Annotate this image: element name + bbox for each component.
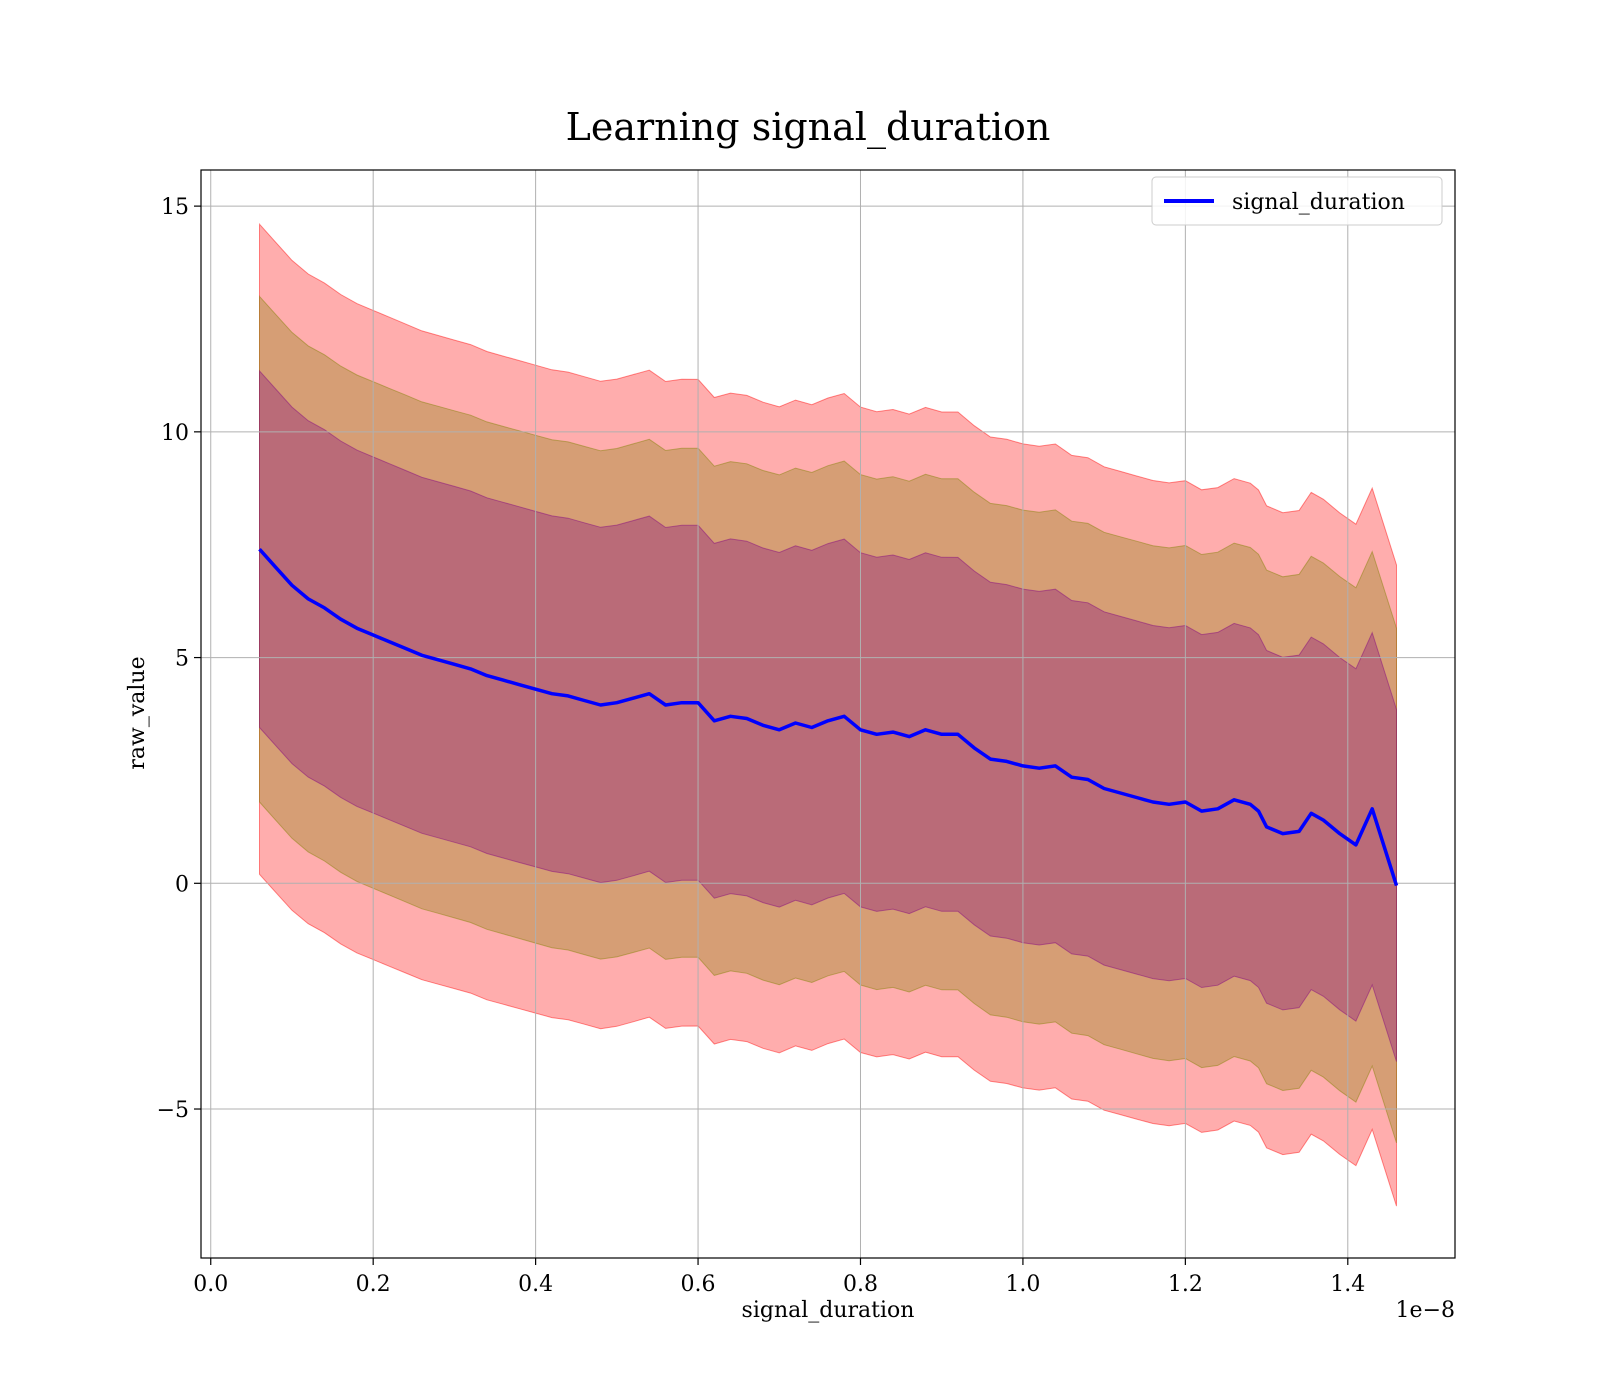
series-line-signal-duration: [258, 548, 1399, 887]
x-tick-label: 0.2: [356, 1272, 391, 1297]
y-axis-label: raw_value: [125, 656, 150, 769]
plot-frame: [200, 169, 1456, 1259]
band-3-sigma: [259, 222, 1397, 1207]
x-axis-offset-label: 1e−8: [1396, 1298, 1455, 1323]
band-1-sigma: [259, 369, 1397, 1062]
y-axis-ticks: −5 0 5 10 15: [157, 195, 201, 1123]
x-tick-label: 0.8: [843, 1272, 878, 1297]
y-tick-label: 15: [161, 195, 189, 220]
chart-title: Learning signal_duration: [566, 105, 1051, 150]
y-tick-label: 0: [175, 872, 189, 897]
x-tick-label: 1.4: [1330, 1272, 1365, 1297]
y-tick-label: 10: [161, 421, 189, 446]
series-line-layer: [258, 548, 1399, 887]
x-tick-label: 0.0: [193, 1272, 228, 1297]
y-tick-label: −5: [157, 1098, 189, 1123]
x-tick-label: 1.2: [1168, 1272, 1203, 1297]
y-tick-label: 5: [175, 647, 189, 672]
legend-entry-signal-duration: signal_duration: [1232, 190, 1405, 215]
x-tick-label: 1.0: [1005, 1272, 1040, 1297]
x-tick-label: 0.6: [681, 1272, 716, 1297]
x-axis-ticks: 0.0 0.2 0.4 0.6 0.8 1.0 1.2 1.4: [193, 1258, 1365, 1297]
legend-box: [1151, 176, 1443, 226]
x-axis-label: signal_duration: [742, 1298, 915, 1323]
legend: signal_duration: [1151, 176, 1443, 226]
x-tick-label: 0.4: [518, 1272, 553, 1297]
